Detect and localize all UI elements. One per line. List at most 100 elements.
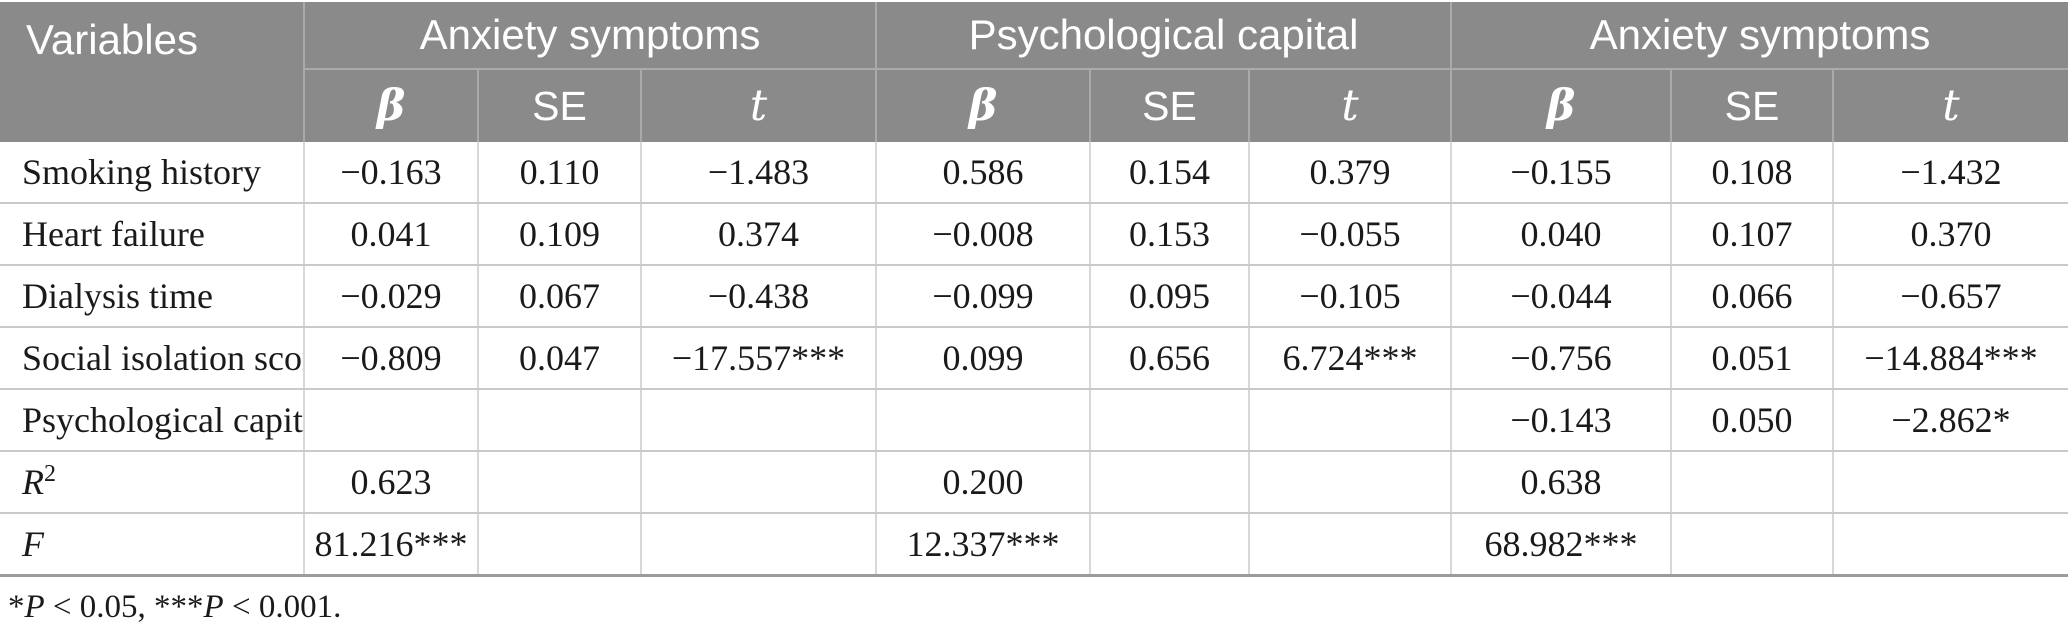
table-cell: 0.108 [1670, 142, 1834, 204]
table-cell: −1.432 [1832, 142, 2068, 204]
table-cell [875, 389, 1091, 452]
header-sub-row: β SE t β SE t β SE t [0, 68, 2068, 142]
row-label: Social isolation score [0, 327, 304, 390]
r-squared-exponent: 2 [44, 461, 56, 487]
table-cell: 0.110 [477, 142, 641, 204]
table-cell [303, 389, 478, 452]
table-cell: 0.051 [1670, 327, 1834, 390]
table-cell [1089, 451, 1250, 514]
table-cell [1248, 389, 1452, 452]
table-row-psychological-capital: Psychological capital −0.143 0.050 −2.86… [0, 389, 2068, 452]
r-squared-base: R [22, 462, 44, 502]
table-cell [1832, 513, 2068, 577]
table-cell [477, 513, 641, 577]
table-cell: −0.105 [1248, 265, 1452, 328]
row-label: Psychological capital [0, 389, 304, 452]
table-body: Smoking history −0.163 0.110 −1.483 0.58… [0, 142, 2068, 577]
table-cell: 0.638 [1450, 451, 1672, 514]
table-cell [1248, 513, 1452, 577]
table-cell: −17.557*** [639, 327, 877, 390]
header-variables: Variables [0, 2, 305, 142]
table-cell [639, 513, 877, 577]
table-cell: −0.143 [1450, 389, 1672, 452]
header-se-2: SE [1089, 68, 1250, 142]
header-group-anxiety-1: Anxiety symptoms [302, 2, 877, 69]
table-cell [1670, 451, 1834, 514]
table-cell: −2.862* [1832, 389, 2068, 452]
table-cell [1248, 451, 1452, 514]
table-cell: 0.623 [303, 451, 478, 514]
table-cell [639, 389, 877, 452]
header-t-1: t [639, 68, 877, 142]
header-beta-3: β [1450, 68, 1672, 142]
table-cell: 0.095 [1089, 265, 1250, 328]
table-cell [477, 451, 641, 514]
table-cell: −14.884*** [1832, 327, 2068, 390]
table-cell: 0.041 [303, 203, 478, 266]
footnote-threshold-2: < 0.001. [223, 589, 342, 625]
table-cell: 0.656 [1089, 327, 1250, 390]
table-cell: 0.050 [1670, 389, 1834, 452]
table-cell: −0.657 [1832, 265, 2068, 328]
table-cell: 68.982*** [1450, 513, 1672, 577]
table-cell [1832, 451, 2068, 514]
table-cell: −0.008 [875, 203, 1091, 266]
table-cell: 0.099 [875, 327, 1091, 390]
table-cell: 0.586 [875, 142, 1091, 204]
table-cell [1089, 389, 1250, 452]
table-row-smoking-history: Smoking history −0.163 0.110 −1.483 0.58… [0, 142, 2068, 204]
row-label: F [0, 513, 304, 577]
table-cell: 0.040 [1450, 203, 1672, 266]
table-cell [477, 389, 641, 452]
table-cell: −0.438 [639, 265, 877, 328]
row-label: Heart failure [0, 203, 304, 266]
table-row-social-isolation-score: Social isolation score −0.809 0.047 −17.… [0, 327, 2068, 390]
table-cell: 0.107 [1670, 203, 1834, 266]
table-cell: −0.099 [875, 265, 1091, 328]
row-label: Dialysis time [0, 265, 304, 328]
row-label: Smoking history [0, 142, 304, 204]
footnote-p-symbol: P [24, 589, 45, 625]
table-cell: −0.044 [1450, 265, 1672, 328]
footnote-p-symbol: P [203, 589, 224, 625]
header-t-2: t [1248, 68, 1452, 142]
header-beta-1: β [304, 68, 478, 142]
header-group-row: Variables Anxiety symptoms Psychological… [0, 2, 2068, 142]
table-cell: 6.724*** [1248, 327, 1452, 390]
table-cell: 81.216*** [303, 513, 478, 577]
table-cell: −0.809 [303, 327, 478, 390]
header-t-3: t [1832, 68, 2068, 142]
header-group-psychological-capital: Psychological capital [875, 2, 1452, 69]
table-row-r-squared: R2 0.623 0.200 0.638 [0, 451, 2068, 514]
header-beta-2: β [875, 68, 1091, 142]
table-row-dialysis-time: Dialysis time −0.029 0.067 −0.438 −0.099… [0, 265, 2068, 328]
table-cell [1089, 513, 1250, 577]
footnote-threshold-1: < 0.05, *** [44, 589, 204, 625]
table-cell: −0.029 [303, 265, 478, 328]
table-cell: −0.756 [1450, 327, 1672, 390]
table-cell: 0.047 [477, 327, 641, 390]
significance-footnote: *P < 0.05, ***P < 0.001. [8, 589, 2068, 626]
table-cell: −1.483 [639, 142, 877, 204]
header-se-1: SE [477, 68, 641, 142]
header-se-3: SE [1670, 68, 1834, 142]
table-cell [1670, 513, 1834, 577]
table-cell: 0.067 [477, 265, 641, 328]
row-label: R2 [0, 451, 304, 514]
table-row-heart-failure: Heart failure 0.041 0.109 0.374 −0.008 0… [0, 203, 2068, 266]
table-cell: −0.155 [1450, 142, 1672, 204]
table-row-f-statistic: F 81.216*** 12.337*** 68.982*** [0, 513, 2068, 577]
table-cell: 0.370 [1832, 203, 2068, 266]
table-cell: 0.109 [477, 203, 641, 266]
table-cell: 0.154 [1089, 142, 1250, 204]
table-cell: 0.200 [875, 451, 1091, 514]
header-group-anxiety-2: Anxiety symptoms [1450, 2, 2068, 69]
table-cell: 0.153 [1089, 203, 1250, 266]
table-header: Variables Anxiety symptoms Psychological… [0, 2, 2068, 142]
table-cell: 0.379 [1248, 142, 1452, 204]
table-cell: 0.066 [1670, 265, 1834, 328]
table-cell: 12.337*** [875, 513, 1091, 577]
footnote-asterisk: * [8, 589, 25, 625]
table-cell: 0.374 [639, 203, 877, 266]
